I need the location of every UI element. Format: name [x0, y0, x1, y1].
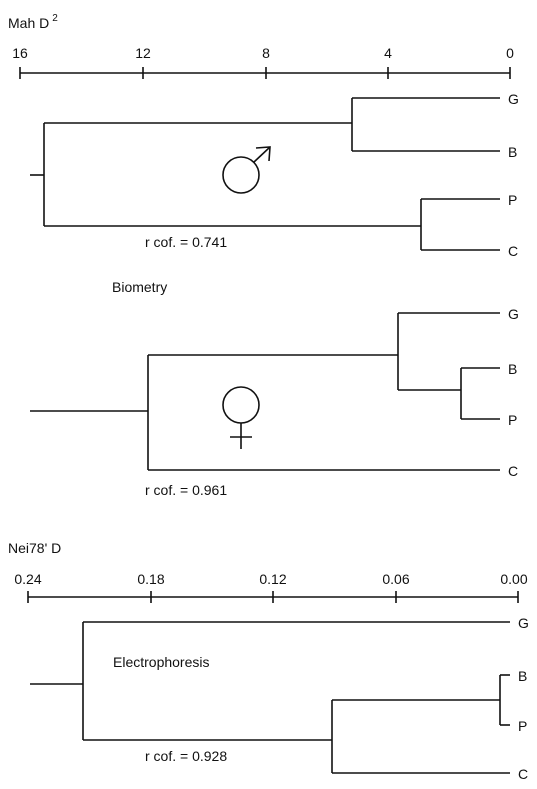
dendrogram-female: G B P C r cof. = 0.961 [30, 306, 519, 498]
leaf-label: C [518, 766, 528, 782]
top-axis-tick-label: 8 [262, 45, 270, 61]
leaf-label: G [518, 615, 529, 631]
bottom-axis-tick-label: 0.18 [137, 571, 164, 587]
top-axis-tick-label: 4 [384, 45, 392, 61]
bottom-axis-tick-label: 0.12 [259, 571, 286, 587]
leaf-label: P [518, 718, 527, 734]
top-axis-tick-label: 0 [506, 45, 514, 61]
bottom-axis-tick-label: 0.06 [382, 571, 409, 587]
male-symbol-icon [222, 146, 271, 194]
leaf-label: G [508, 306, 519, 322]
leaf-label: B [518, 668, 527, 684]
leaf-label: C [508, 243, 518, 259]
dendrogram-electrophoresis: G B P C Electrophoresis r cof. = 0.928 [30, 615, 529, 782]
top-axis-tick-label: 16 [12, 45, 28, 61]
dendrogram-male: G B P C r cof. = 0.741 [30, 91, 519, 259]
top-axis: 16 12 8 4 0 [12, 45, 514, 79]
r-cof-label: r cof. = 0.928 [145, 748, 227, 764]
biometry-label: Biometry [112, 279, 167, 295]
leaf-label: P [508, 412, 517, 428]
bottom-axis-tick-label: 0.00 [500, 571, 527, 587]
leaf-label: G [508, 91, 519, 107]
leaf-label: B [508, 144, 517, 160]
bottom-axis: 0.24 0.18 0.12 0.06 0.00 [14, 571, 528, 603]
electrophoresis-label: Electrophoresis [113, 654, 210, 670]
leaf-label: P [508, 192, 517, 208]
leaf-label: B [508, 361, 517, 377]
top-axis-tick-label: 12 [135, 45, 151, 61]
leaf-label: C [508, 463, 518, 479]
bottom-axis-tick-label: 0.24 [14, 571, 41, 587]
r-cof-label: r cof. = 0.961 [145, 482, 227, 498]
female-symbol-icon [222, 386, 260, 449]
r-cof-label: r cof. = 0.741 [145, 234, 227, 250]
bottom-axis-label: Nei78' D [8, 540, 61, 556]
